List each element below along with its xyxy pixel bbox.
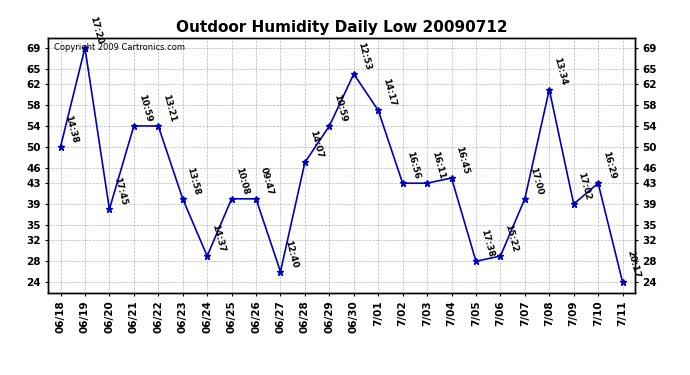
Text: 16:45: 16:45 <box>454 145 471 175</box>
Text: 16:29: 16:29 <box>601 150 617 180</box>
Text: Copyright 2009 Cartronics.com: Copyright 2009 Cartronics.com <box>55 43 185 52</box>
Text: 10:08: 10:08 <box>235 166 250 196</box>
Text: 16:11: 16:11 <box>430 150 446 180</box>
Text: 16:56: 16:56 <box>406 150 422 180</box>
Text: 17:02: 17:02 <box>576 171 593 201</box>
Text: 17:45: 17:45 <box>112 176 128 207</box>
Text: 09:47: 09:47 <box>259 166 275 196</box>
Text: 14:37: 14:37 <box>210 223 226 253</box>
Text: 17:00: 17:00 <box>528 166 544 196</box>
Text: 12:53: 12:53 <box>357 41 373 71</box>
Text: 10:59: 10:59 <box>137 93 152 123</box>
Text: 17:20: 17:20 <box>88 15 103 45</box>
Text: 14:17: 14:17 <box>381 77 397 108</box>
Text: 14:38: 14:38 <box>63 114 79 144</box>
Text: 14:07: 14:07 <box>308 129 324 160</box>
Title: Outdoor Humidity Daily Low 20090712: Outdoor Humidity Daily Low 20090712 <box>176 20 507 35</box>
Text: 10:59: 10:59 <box>332 93 348 123</box>
Text: 13:21: 13:21 <box>161 93 177 123</box>
Text: 15:22: 15:22 <box>503 224 520 253</box>
Text: 20:17: 20:17 <box>625 249 642 279</box>
Text: 13:34: 13:34 <box>552 57 568 87</box>
Text: 17:38: 17:38 <box>479 228 495 258</box>
Text: 13:58: 13:58 <box>186 166 201 196</box>
Text: 12:40: 12:40 <box>283 239 299 269</box>
